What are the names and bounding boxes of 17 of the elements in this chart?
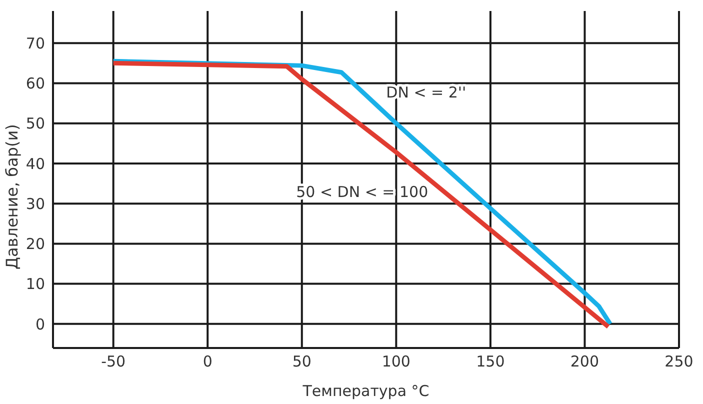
y-tick-label: 10: [26, 275, 45, 294]
x-tick-label: 150: [476, 352, 505, 371]
y-axis-title: Давление, бар(и): [2, 124, 22, 270]
y-tick-label: 70: [26, 34, 45, 52]
x-tick-label: 200: [570, 352, 600, 371]
y-tick-label: 20: [26, 235, 45, 254]
y-tick-label: 30: [26, 194, 45, 213]
x-tick-label: 0: [202, 352, 212, 371]
y-tick-label: 60: [26, 74, 45, 93]
x-tick-label: 250: [664, 352, 694, 371]
x-tick-label: 50: [292, 352, 312, 371]
x-axis-title: Температура °C: [302, 382, 430, 400]
y-tick-label: 0: [35, 315, 45, 334]
x-tick-label: -50: [101, 352, 126, 371]
y-tick-label: 50: [26, 114, 45, 133]
x-tick-label: 100: [382, 352, 410, 371]
y-tick-label: 40: [26, 154, 45, 173]
